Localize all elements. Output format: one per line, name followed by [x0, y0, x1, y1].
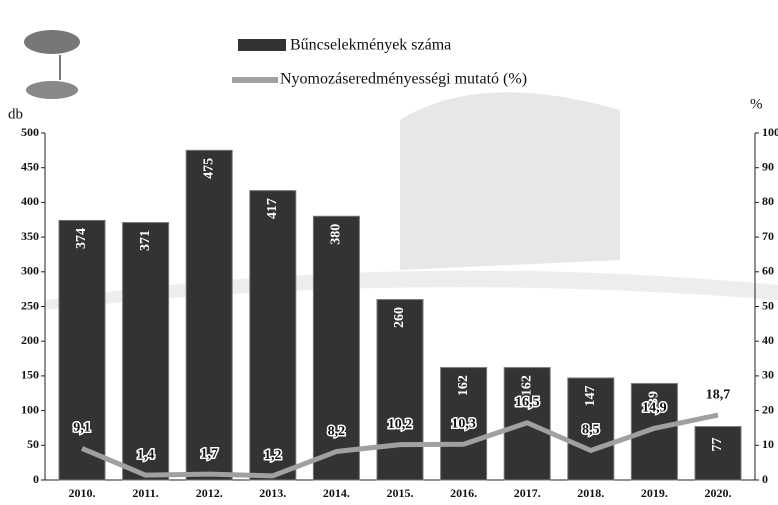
x-tick-label: 2016. [450, 486, 477, 500]
bar-label: 260 [392, 307, 407, 328]
bar-label: 371 [138, 230, 153, 251]
bar [122, 222, 170, 481]
line-label: 1,7 [200, 446, 218, 461]
line-label: 18,7 [706, 387, 731, 402]
bar-label: 139 [647, 391, 662, 412]
y-tick-label: 450 [21, 159, 39, 173]
line-label: 1,4 [137, 447, 155, 462]
line-label: 1,2 [264, 448, 282, 463]
y-tick-label: 150 [21, 368, 39, 382]
y-tick-label: 0 [33, 472, 39, 486]
line-label: 10,3 [451, 416, 476, 431]
bar [312, 215, 360, 481]
x-tick-label: 2020. [705, 486, 732, 500]
legend-label: Nyomozáseredményességi mutató (%) [280, 71, 527, 88]
bar-label: 162 [456, 375, 471, 396]
bar [185, 149, 233, 481]
bar [440, 367, 488, 481]
line-label: 14,9 [642, 401, 667, 416]
y2-tick-label: 70 [762, 229, 774, 243]
y-tick-label: 100 [21, 402, 39, 416]
bar-label: 77 [710, 438, 725, 452]
y-tick-label: 500 [21, 125, 39, 139]
x-tick-label: 2011. [132, 486, 158, 500]
y-axis-label: db [8, 106, 23, 122]
bar-label: 417 [265, 198, 280, 219]
y-tick-label: 200 [21, 333, 39, 347]
x-tick-label: 2018. [577, 486, 604, 500]
bar [567, 377, 615, 481]
line-label: 16,5 [515, 395, 540, 410]
bar-label: 380 [329, 224, 344, 245]
y2-tick-label: 10 [762, 437, 774, 451]
line-label: 10,2 [388, 417, 413, 432]
line-label: 8,2 [328, 424, 346, 439]
y-tick-label: 350 [21, 229, 39, 243]
y-tick-label: 50 [27, 437, 39, 451]
x-tick-label: 2013. [259, 486, 286, 500]
y-tick-label: 250 [21, 298, 39, 312]
legend-swatch-bar [238, 39, 286, 51]
line [81, 412, 719, 479]
y2-tick-label: 0 [762, 472, 768, 486]
bar [694, 426, 742, 481]
y2-tick-label: 30 [762, 368, 774, 382]
y2-tick-label: 50 [762, 298, 774, 312]
y-tick-label: 300 [21, 264, 39, 278]
y-tick-label: 400 [21, 194, 39, 208]
y2-tick-label: 40 [762, 333, 774, 347]
y2-tick-label: 20 [762, 402, 774, 416]
x-tick-label: 2019. [641, 486, 668, 500]
y2-tick-label: 60 [762, 264, 774, 278]
x-tick-label: 2012. [196, 486, 223, 500]
logo [24, 30, 80, 99]
x-tick-label: 2014. [323, 486, 350, 500]
bar-label: 374 [74, 228, 89, 249]
legend-label: Bűncselekmények száma [290, 37, 451, 54]
x-tick-label: 2010. [69, 486, 96, 500]
x-tick-label: 2015. [387, 486, 414, 500]
y2-tick-label: 90 [762, 159, 774, 173]
x-tick-label: 2017. [514, 486, 541, 500]
building [400, 92, 620, 270]
bar [58, 219, 106, 481]
y2-tick-label: 80 [762, 194, 774, 208]
bar-label: 147 [583, 385, 598, 406]
line-label: 8,5 [582, 423, 600, 438]
line-label: 9,1 [73, 421, 91, 436]
bar-label: 475 [201, 158, 216, 179]
bar-label: 162 [519, 375, 534, 396]
bar [376, 299, 424, 481]
y2-axis-label: % [750, 96, 763, 112]
bar [249, 190, 297, 481]
y2-tick-label: 100 [762, 125, 778, 139]
